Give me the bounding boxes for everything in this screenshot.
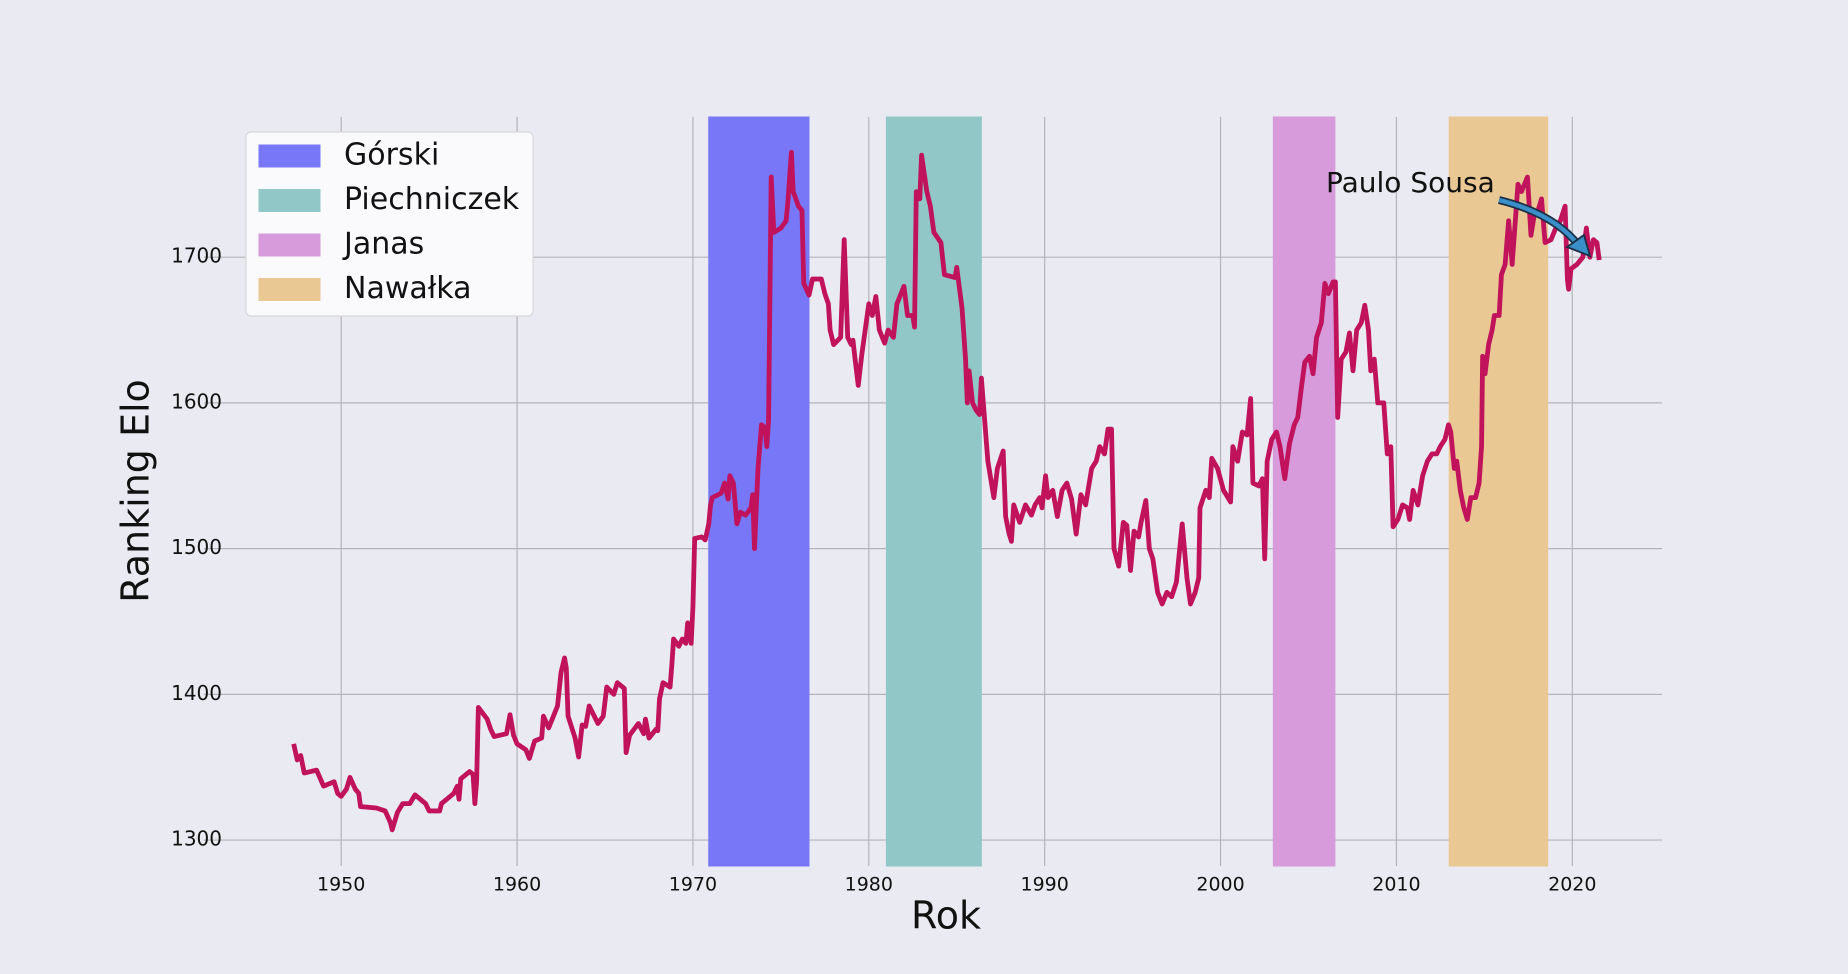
- legend: Górski Piechniczek Janas Nawałka: [245, 131, 534, 317]
- span: [885, 116, 982, 867]
- legend-label: Piechniczek: [344, 182, 520, 217]
- x-tick-label: 2010: [1372, 874, 1420, 896]
- y-tick-label: 1500: [171, 535, 222, 559]
- x-tick-label: 2000: [1196, 874, 1244, 896]
- legend-box: [245, 131, 534, 317]
- plot: [291, 149, 1602, 833]
- span: [1448, 116, 1549, 867]
- x-tick-label: 1970: [669, 874, 717, 896]
- y-axis-label: Ranking Elo: [114, 379, 158, 603]
- annotation-text: Paulo Sousa: [1326, 166, 1495, 199]
- legend-swatch: [258, 189, 321, 212]
- legend-swatch: [258, 144, 321, 168]
- annotation-group: Paulo Sousa: [1326, 166, 1592, 258]
- legend-label: Janas: [342, 227, 424, 262]
- y-tick-label: 1400: [171, 681, 222, 705]
- x-axis-label: Rok: [911, 894, 981, 938]
- legend-label: Nawałka: [344, 271, 472, 306]
- span: [1272, 116, 1336, 867]
- line: [291, 149, 1602, 833]
- legend-label: Górski: [344, 138, 439, 173]
- legend-swatch: [258, 278, 321, 301]
- y-tick-label: 1700: [171, 244, 222, 268]
- x-tick-label: 1990: [1021, 874, 1069, 896]
- annotation-arrow: [1498, 197, 1581, 248]
- y-tick-label: 1600: [171, 389, 222, 413]
- x-tick-label: 1950: [317, 874, 365, 896]
- annotation-arrowhead: [1565, 233, 1592, 258]
- x-tick-label: 2020: [1548, 874, 1596, 896]
- y-tick-label: 1300: [171, 827, 222, 851]
- x-tick-label: 1980: [845, 874, 893, 896]
- x-tick-label: 1960: [493, 874, 541, 896]
- legend-swatch: [258, 233, 321, 257]
